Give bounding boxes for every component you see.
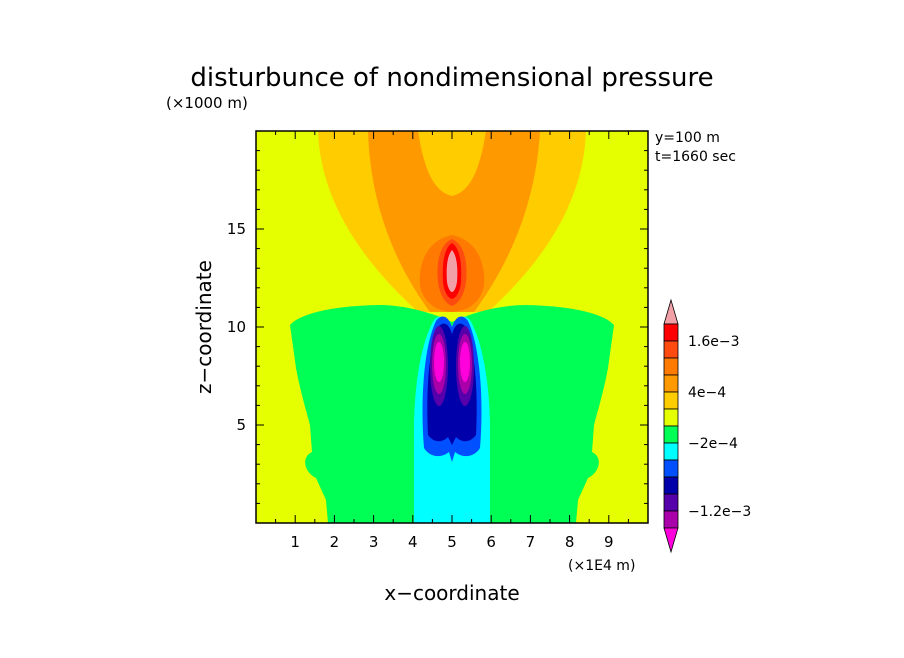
x-tick-label: 4	[408, 533, 418, 551]
colorbar-swatch	[663, 442, 679, 461]
colorbar-swatch	[663, 340, 679, 359]
colorbar-swatch-bottom	[663, 527, 679, 554]
x-ticks: 1 2 3 4 5 6 7 8 9	[255, 131, 649, 551]
x-tick-label: 5	[447, 533, 457, 551]
colorbar-label: −2e−4	[688, 436, 738, 452]
info-line-y: y=100 m	[655, 130, 720, 146]
y-tick-label: 15	[227, 220, 246, 238]
colorbar-label: −1.2e−3	[688, 504, 751, 520]
x-tick-label: 9	[604, 533, 614, 551]
info-line-t: t=1660 sec	[655, 149, 736, 165]
contour-region-orange	[368, 131, 540, 312]
colorbar-swatch	[663, 391, 679, 410]
x-tick-label: 7	[526, 533, 536, 551]
chart-title: disturbunce of nondimensional pressure	[190, 63, 713, 93]
colorbar-swatch	[663, 476, 679, 495]
x-tick-label: 6	[486, 533, 496, 551]
colorbar-swatch	[663, 459, 679, 478]
x-unit-label: (×1E4 m)	[568, 558, 635, 574]
y-axis-label: z−coordinate	[192, 260, 216, 394]
x-axis-label: x−coordinate	[384, 581, 519, 605]
contour-region-magenta-left	[434, 342, 444, 382]
x-tick-label: 3	[369, 533, 379, 551]
x-tick-label: 8	[565, 533, 575, 551]
colorbar-swatch	[663, 510, 679, 529]
colorbar-swatch-top	[663, 298, 679, 325]
x-tick-label: 2	[330, 533, 340, 551]
colorbar-swatch	[663, 357, 679, 376]
colorbar-swatch	[663, 374, 679, 393]
x-tick-label: 1	[290, 533, 300, 551]
y-unit-label: (×1000 m)	[166, 94, 248, 112]
y-tick-label: 10	[227, 318, 246, 336]
contour-region-magenta-right	[460, 342, 470, 382]
y-tick-label: 5	[236, 416, 246, 434]
contour-fills	[256, 131, 648, 523]
colorbar-label: 1.6e−3	[688, 334, 740, 350]
contour-region-gold-notch	[418, 131, 486, 196]
colorbar-label: 4e−4	[688, 385, 726, 401]
colorbar-swatch	[663, 493, 679, 512]
colorbar: 1.6e−3 4e−4 −2e−4 −1.2e−3	[663, 298, 751, 554]
colorbar-swatch	[663, 323, 679, 342]
colorbar-swatch	[663, 425, 679, 444]
contour-region-pink	[446, 250, 458, 292]
y-ticks: 5 10 15	[227, 130, 648, 524]
colorbar-swatch	[663, 408, 679, 427]
